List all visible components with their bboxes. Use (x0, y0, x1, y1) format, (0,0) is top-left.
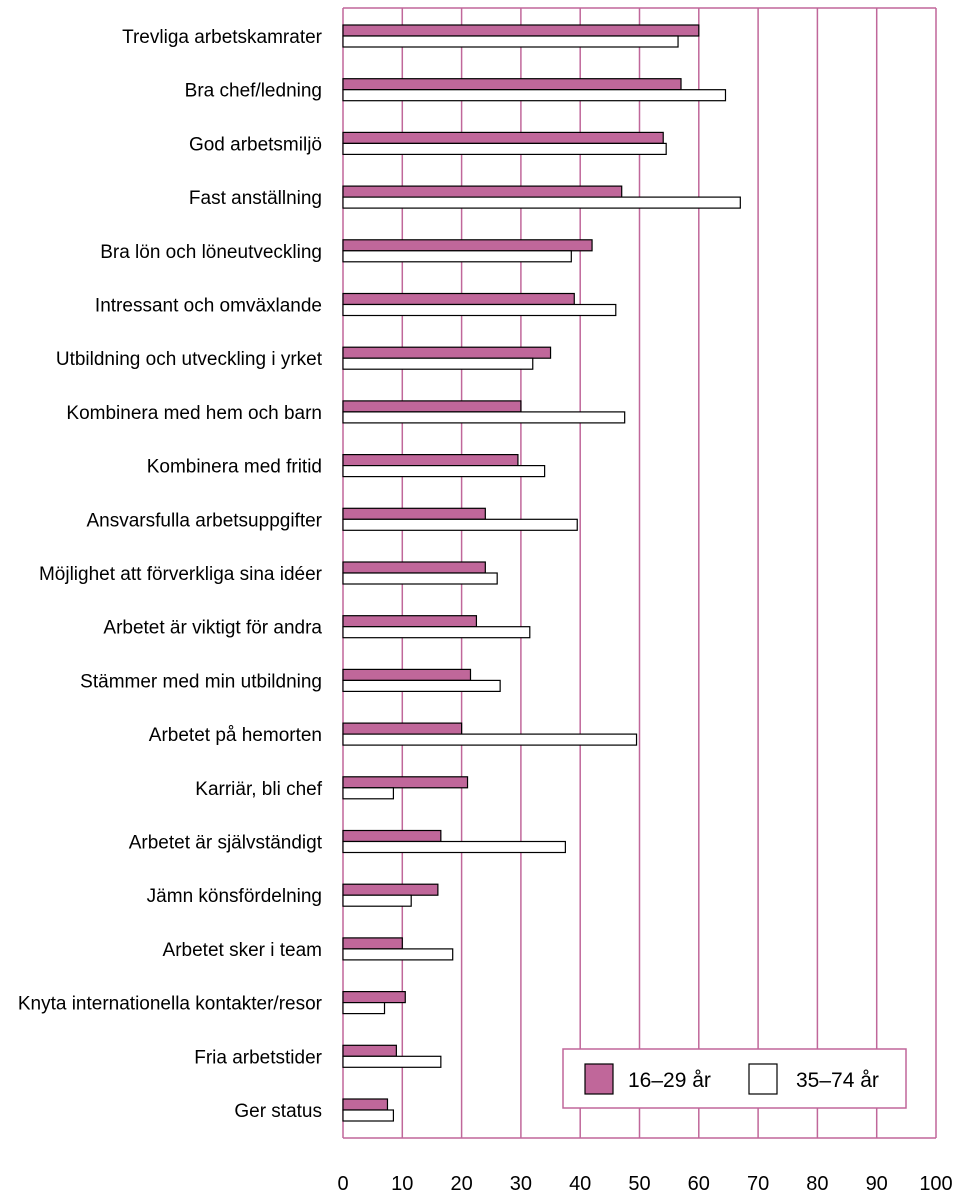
bar-series2-8 (342, 411, 626, 424)
legend-label-1: 16–29 år (628, 1069, 711, 1092)
category-label-12: Arbetet är viktigt för andra (103, 618, 322, 639)
bar-series1-9 (342, 454, 519, 467)
bar-series2-1 (342, 35, 679, 48)
category-label-6: Intressant och omväxlande (95, 296, 322, 317)
bar-series2-20 (342, 1055, 442, 1068)
legend-swatch-1 (584, 1063, 614, 1095)
bar-series1-3 (342, 131, 664, 144)
bar-series2-19 (342, 1001, 386, 1015)
bar-series2-11 (342, 572, 498, 585)
bar-series1-1 (342, 24, 700, 37)
bar-series2-4 (342, 196, 741, 209)
category-label-15: Karriär, bli chef (195, 779, 322, 800)
category-label-7: Utbildning och utveckling i yrket (56, 349, 323, 370)
category-label-11: Möjlighet att förverkliga sina idéer (39, 564, 323, 585)
bar-series1-6 (342, 292, 575, 306)
bar-series2-2 (342, 89, 727, 102)
legend-swatch-2 (748, 1063, 778, 1095)
category-label-3: God arbetsmiljö (189, 134, 322, 155)
category-label-2: Bra chef/ledning (185, 81, 322, 102)
bar-series1-20 (342, 1044, 397, 1057)
bar-series1-18 (342, 937, 403, 950)
bar-series1-5 (342, 239, 593, 252)
category-label-8: Kombinera med hem och barn (66, 403, 322, 424)
x-tick-label-20: 20 (450, 1173, 472, 1195)
bar-series2-17 (342, 894, 412, 907)
x-tick-label-10: 10 (391, 1173, 413, 1195)
bar-series1-4 (342, 185, 623, 198)
bars (342, 24, 741, 1122)
legend-label-2: 35–74 år (796, 1069, 879, 1092)
x-tick-label-40: 40 (569, 1173, 591, 1195)
bar-series2-15 (342, 787, 395, 800)
x-tick-label-0: 0 (337, 1173, 348, 1195)
legend-box (562, 1048, 907, 1109)
category-label-18: Arbetet sker i team (163, 940, 322, 961)
x-tick-label-70: 70 (747, 1173, 769, 1195)
x-tick-label-80: 80 (806, 1173, 828, 1195)
bar-series2-5 (342, 250, 572, 263)
bar-series1-11 (342, 561, 486, 574)
bar-series1-21 (342, 1098, 389, 1111)
bar-series1-14 (342, 722, 463, 735)
category-label-19: Knyta internationella kontakter/resor (18, 994, 323, 1015)
category-label-20: Fria arbetstider (194, 1047, 322, 1068)
x-tick-label-100: 100 (919, 1173, 952, 1195)
bar-series1-8 (342, 400, 522, 413)
bar-series1-15 (342, 776, 469, 789)
legend: 16–29 år 35–74 år (562, 1048, 907, 1109)
x-tick-label-50: 50 (628, 1173, 650, 1195)
x-tick-label-90: 90 (866, 1173, 888, 1195)
bar-series1-16 (342, 829, 442, 843)
x-axis-tick-labels: 0 10 20 30 40 50 60 70 80 90 100 (337, 1173, 952, 1195)
bar-series2-7 (342, 357, 534, 370)
bar-series2-6 (342, 303, 617, 317)
bar-series2-3 (342, 142, 667, 155)
category-label-13: Stämmer med min utbildning (80, 671, 322, 692)
bar-series1-7 (342, 346, 552, 359)
category-label-1: Trevliga arbetskamrater (122, 27, 323, 48)
category-label-14: Arbetet på hemorten (149, 725, 322, 746)
bar-series1-13 (342, 668, 472, 682)
bar-series1-2 (342, 78, 682, 91)
x-tick-label-60: 60 (688, 1173, 710, 1195)
bar-series2-14 (342, 733, 638, 746)
bar-series1-19 (342, 990, 406, 1004)
category-label-16: Arbetet är självständigt (129, 833, 323, 854)
category-label-4: Fast anställning (189, 188, 322, 209)
bar-series2-21 (342, 1109, 395, 1122)
bar-series2-10 (342, 518, 578, 531)
bar-series1-10 (342, 507, 486, 520)
category-label-17: Jämn könsfördelning (147, 886, 322, 907)
bar-series1-12 (342, 615, 478, 628)
bar-series1-17 (342, 883, 439, 896)
bar-series2-16 (342, 840, 566, 854)
bar-series2-12 (342, 626, 531, 639)
x-tick-label-30: 30 (510, 1173, 532, 1195)
category-labels: Trevliga arbetskamrater Bra chef/ledning G… (18, 27, 323, 1122)
bar-series2-9 (342, 465, 546, 478)
bar-series2-13 (342, 679, 501, 693)
category-label-10: Ansvarsfulla arbetsuppgifter (86, 510, 322, 531)
category-label-21: Ger status (234, 1101, 322, 1122)
bar-series2-18 (342, 948, 454, 961)
category-label-9: Kombinera med fritid (147, 457, 322, 478)
category-label-5: Bra lön och löneutveckling (100, 242, 322, 263)
